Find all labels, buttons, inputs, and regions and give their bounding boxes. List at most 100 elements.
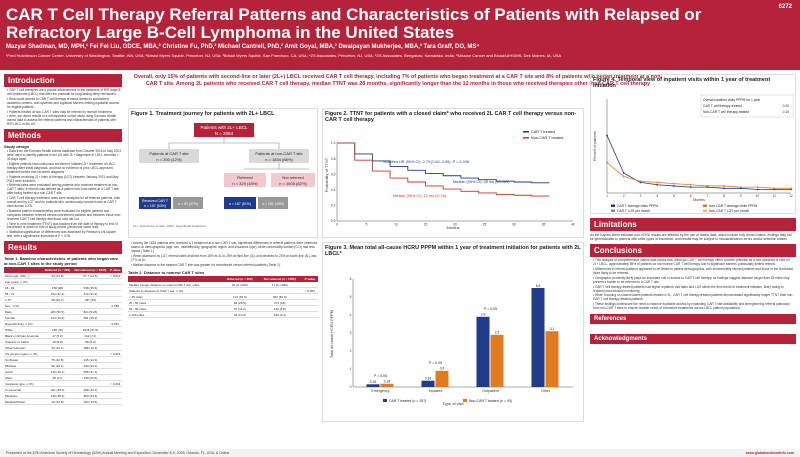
table-header-cell: P value [301, 276, 318, 283]
table-header-cell: Not referred (n = 1505) [72, 267, 109, 274]
referred-n: n = 329 (18%) [232, 181, 258, 186]
fig3-category-label: Outpatient [482, 389, 499, 393]
footer-meeting: Presented at the 67th American Society o… [6, 451, 230, 455]
footer-link[interactable]: www.globalmedmedinfo.com [745, 451, 794, 455]
table-cell: Commercial [4, 386, 43, 394]
fig4-legend-label: CAR T average visits PPPM [617, 204, 658, 208]
table-cell: 18 - 64 [4, 284, 43, 292]
table-cell: Sex, n (%) [4, 302, 43, 310]
table-cell: 112 (7.4) [72, 332, 109, 340]
table-cell: Race/ethnicity, n (%) [4, 320, 43, 328]
fig3-bar [421, 380, 435, 387]
fig2-legend-non: Non-CAR T treated [531, 136, 563, 140]
table-cell: 65 - 74 [4, 290, 43, 298]
table-cell [108, 356, 122, 364]
table-cell [108, 296, 122, 304]
table-cell: < 0.001 [301, 287, 318, 295]
table-row: Sex, n (%) 0.565 [4, 302, 122, 310]
table-cell: Black or African American [4, 332, 43, 340]
table-cell: 56 (17) [42, 374, 73, 382]
table-cell: 34 (10.3) [222, 311, 258, 319]
table-cell [72, 380, 109, 388]
inpatient-visits-chart: Overall inpatient visits PPPM for 1 year… [593, 94, 794, 213]
methods-item: • Patients receiving 2L+ lines of therap… [7, 174, 119, 183]
table-cell: 536 (35.6) [72, 284, 109, 292]
table-cell [108, 338, 122, 346]
fig4-table-label: CAR T cell therapy-treated [703, 104, 742, 108]
affiliations: ¹Fred Hutchinson Cancer Center, Universi… [6, 53, 562, 58]
acknowledgments-heading: Acknowledgments [590, 334, 796, 345]
fig4-x-tick: 7 [706, 194, 708, 198]
fig4-point [689, 183, 692, 186]
methods-subheading: Study design [4, 144, 30, 150]
table-row: South 132 (40.1) 558 (37.1) [4, 368, 122, 376]
table-cell [301, 293, 318, 301]
fig2-y-tick: 0.2 [331, 204, 336, 208]
fig2-annotation-cart: Median (95% CI): 28 mo (19–NR) [453, 180, 510, 184]
fig2-x-tick: 40 [571, 223, 575, 227]
table-cell: Mean age, (SD), y [4, 273, 43, 280]
fig4-x-tick: 12 [789, 194, 793, 198]
table-cell: < 0.001 [108, 350, 122, 358]
table-cell: < 0.001 [108, 380, 122, 388]
fig4-x-tick: 5 [673, 194, 675, 198]
fig3-bar [435, 370, 449, 387]
fig3-bar-label: 0.15 [370, 380, 377, 384]
table-cell [72, 302, 109, 310]
author-list: Mazyar Shadman, MD, MPH,¹ Fei Fei Liu, G… [6, 44, 480, 50]
table-cell [301, 311, 318, 319]
fig4-x-tick: 6 [690, 194, 692, 198]
fig4-point [756, 186, 759, 189]
fig4-x-tick: 11 [773, 194, 777, 198]
table-cell [108, 332, 122, 340]
fig3-legend-non: Non-CAR T treated (n = 93) [469, 399, 512, 403]
table-cell: 962 (63.9) [257, 293, 302, 301]
table-cell: 126 (38.3) [42, 392, 73, 400]
fig4-xlabel: Months [693, 198, 705, 202]
fig4-point [773, 187, 776, 190]
fig3-p-value: P = 0.05 [374, 374, 387, 378]
table-cell: 66 (20.1) [42, 362, 73, 370]
results-text: • Among the 1834 patients who received a… [128, 241, 318, 319]
fig4-point [656, 183, 659, 186]
fig2-x-tick: 5 [366, 223, 368, 227]
table-cell [108, 392, 122, 400]
figure-1: Figure 1. Treatment journey for patients… [128, 108, 318, 238]
table-cell: 498 (33.1) [72, 386, 109, 394]
table2-title: Table 2. Distance to nearest CAR T sites [128, 270, 205, 276]
table-cell [42, 380, 73, 388]
table-row: 18 - 64 158 (48) 536 (35.6) [4, 284, 122, 292]
fig3-bar-label: 0.35 [425, 377, 432, 381]
table-cell: West [4, 374, 43, 382]
table-header-cell: Referred (n = 329) [222, 276, 258, 283]
table-cell: Northeast [4, 356, 43, 364]
table-row: Northeast 75 (22.8) 215 (14.3) [4, 356, 122, 364]
table-cell [257, 287, 302, 295]
fig3-bar-label: 3.9 [481, 313, 486, 317]
fig3-y-tick: 3 [350, 331, 352, 335]
fig4-x-tick: 4 [656, 194, 658, 198]
results-item: • When assessed by LOT, referral rates d… [131, 253, 317, 262]
fig4-point [622, 172, 625, 174]
table-row: ≥ 75 68 (20.7) 497 (33) [4, 296, 122, 304]
no-cart-n-a: n = 93 (37%) [178, 202, 198, 206]
fig4-point [756, 188, 759, 191]
distance-table: Referred (n = 329) Not referred (n = 1505… [128, 276, 318, 319]
fig4-table-value: 0.10 [783, 110, 790, 114]
fig3-y-tick: 2 [350, 349, 352, 353]
fig3-xlabel: Type of visit [442, 401, 464, 406]
table-cell: 103 (31.3) [42, 290, 73, 298]
table-header-cell: P value [108, 267, 122, 274]
table-cell: Midwest [4, 362, 43, 370]
intro-item: • Here, we report results of a retrospec… [7, 114, 117, 127]
fig4-legend-swatch [611, 209, 615, 212]
fig2-x-tick: 0 [336, 223, 338, 227]
table-cell: ≥ 100 miles [128, 311, 223, 319]
table-header-row: Referred (n = 329) Not referred (n = 1505… [128, 276, 318, 283]
table-cell [108, 290, 122, 298]
fig4-legend-swatch [703, 204, 707, 207]
table-row: White 230 (70) 1016 (67.5) [4, 326, 122, 334]
fig4-point [622, 175, 625, 178]
fig4-point [790, 187, 792, 190]
fig4-point [739, 186, 742, 189]
